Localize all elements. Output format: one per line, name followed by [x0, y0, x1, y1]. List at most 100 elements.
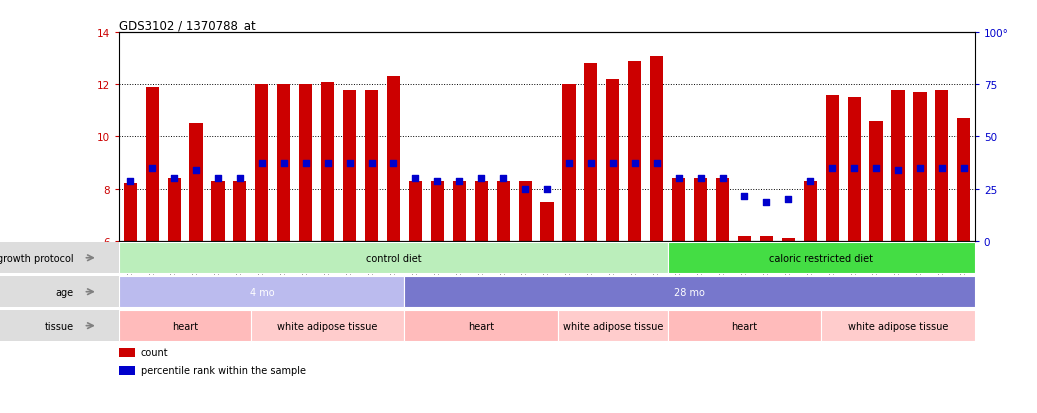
Bar	[365, 90, 379, 241]
Bar	[957, 119, 971, 241]
Point	[670, 176, 686, 182]
Point	[209, 176, 226, 182]
Bar	[299, 85, 312, 241]
Text: heart: heart	[731, 321, 757, 331]
Point	[188, 168, 204, 174]
Bar	[475, 181, 487, 241]
Bar	[540, 202, 554, 241]
Point	[319, 160, 336, 166]
Text: heart: heart	[468, 321, 495, 331]
Bar	[694, 179, 707, 241]
Bar	[119, 311, 251, 341]
Bar	[804, 181, 817, 241]
Point	[868, 165, 885, 172]
Bar	[825, 95, 839, 241]
Point	[495, 176, 511, 182]
Text: white adipose tissue: white adipose tissue	[848, 321, 948, 331]
Point	[408, 176, 424, 182]
Text: control diet: control diet	[366, 253, 421, 263]
Bar	[892, 90, 904, 241]
Point	[823, 165, 840, 172]
Point	[780, 196, 796, 203]
Text: 4 mo: 4 mo	[250, 287, 274, 297]
Point	[254, 160, 271, 166]
Point	[802, 178, 818, 185]
Bar	[584, 64, 597, 241]
Bar	[668, 243, 975, 273]
Bar	[277, 85, 290, 241]
Bar	[935, 90, 949, 241]
Point	[648, 160, 665, 166]
Bar	[251, 311, 404, 341]
Point	[583, 160, 599, 166]
Bar	[145, 88, 159, 241]
Point	[933, 165, 950, 172]
Bar	[628, 62, 641, 241]
Bar	[607, 80, 619, 241]
Bar	[404, 311, 558, 341]
Point	[714, 176, 731, 182]
Bar	[212, 181, 225, 241]
Point	[144, 165, 161, 172]
Bar	[168, 179, 180, 241]
Bar	[409, 181, 422, 241]
Point	[451, 178, 468, 185]
Point	[363, 160, 380, 166]
Text: count: count	[141, 347, 168, 357]
Bar	[518, 181, 532, 241]
Bar	[321, 83, 334, 241]
Text: caloric restricted diet: caloric restricted diet	[769, 253, 873, 263]
Text: percentile rank within the sample: percentile rank within the sample	[141, 366, 306, 375]
Point	[693, 176, 709, 182]
Text: GDS3102 / 1370788_at: GDS3102 / 1370788_at	[119, 19, 256, 32]
Text: heart: heart	[172, 321, 198, 331]
Point	[890, 168, 906, 174]
Bar	[738, 236, 751, 241]
Text: tissue: tissue	[45, 321, 74, 331]
Point	[561, 160, 578, 166]
Bar	[123, 184, 137, 241]
Bar	[190, 124, 202, 241]
Bar	[914, 93, 926, 241]
Point	[429, 178, 446, 185]
Bar	[782, 239, 795, 241]
Point	[626, 160, 643, 166]
Point	[341, 160, 358, 166]
Bar	[119, 277, 404, 307]
Point	[516, 186, 533, 192]
Point	[955, 165, 972, 172]
Point	[736, 194, 753, 200]
Bar	[668, 311, 821, 341]
Bar	[119, 349, 135, 357]
Text: age: age	[56, 287, 74, 297]
Bar	[847, 98, 861, 241]
Text: 28 mo: 28 mo	[674, 287, 705, 297]
Bar	[760, 236, 773, 241]
Point	[122, 178, 139, 185]
Bar	[562, 85, 576, 241]
Text: white adipose tissue: white adipose tissue	[563, 321, 663, 331]
Bar	[453, 181, 466, 241]
Text: white adipose tissue: white adipose tissue	[278, 321, 377, 331]
Point	[539, 186, 556, 192]
Bar	[119, 243, 668, 273]
Text: growth protocol: growth protocol	[0, 253, 74, 263]
Point	[758, 199, 775, 206]
Point	[166, 176, 183, 182]
Bar	[672, 179, 685, 241]
Bar	[255, 85, 269, 241]
Point	[276, 160, 292, 166]
Bar	[430, 181, 444, 241]
Bar	[716, 179, 729, 241]
Bar	[119, 367, 135, 375]
Bar	[343, 90, 356, 241]
Point	[385, 160, 401, 166]
Point	[473, 176, 489, 182]
Point	[912, 165, 928, 172]
Bar	[821, 311, 975, 341]
Point	[298, 160, 314, 166]
Bar	[404, 277, 975, 307]
Bar	[233, 181, 247, 241]
Point	[846, 165, 863, 172]
Bar	[558, 311, 668, 341]
